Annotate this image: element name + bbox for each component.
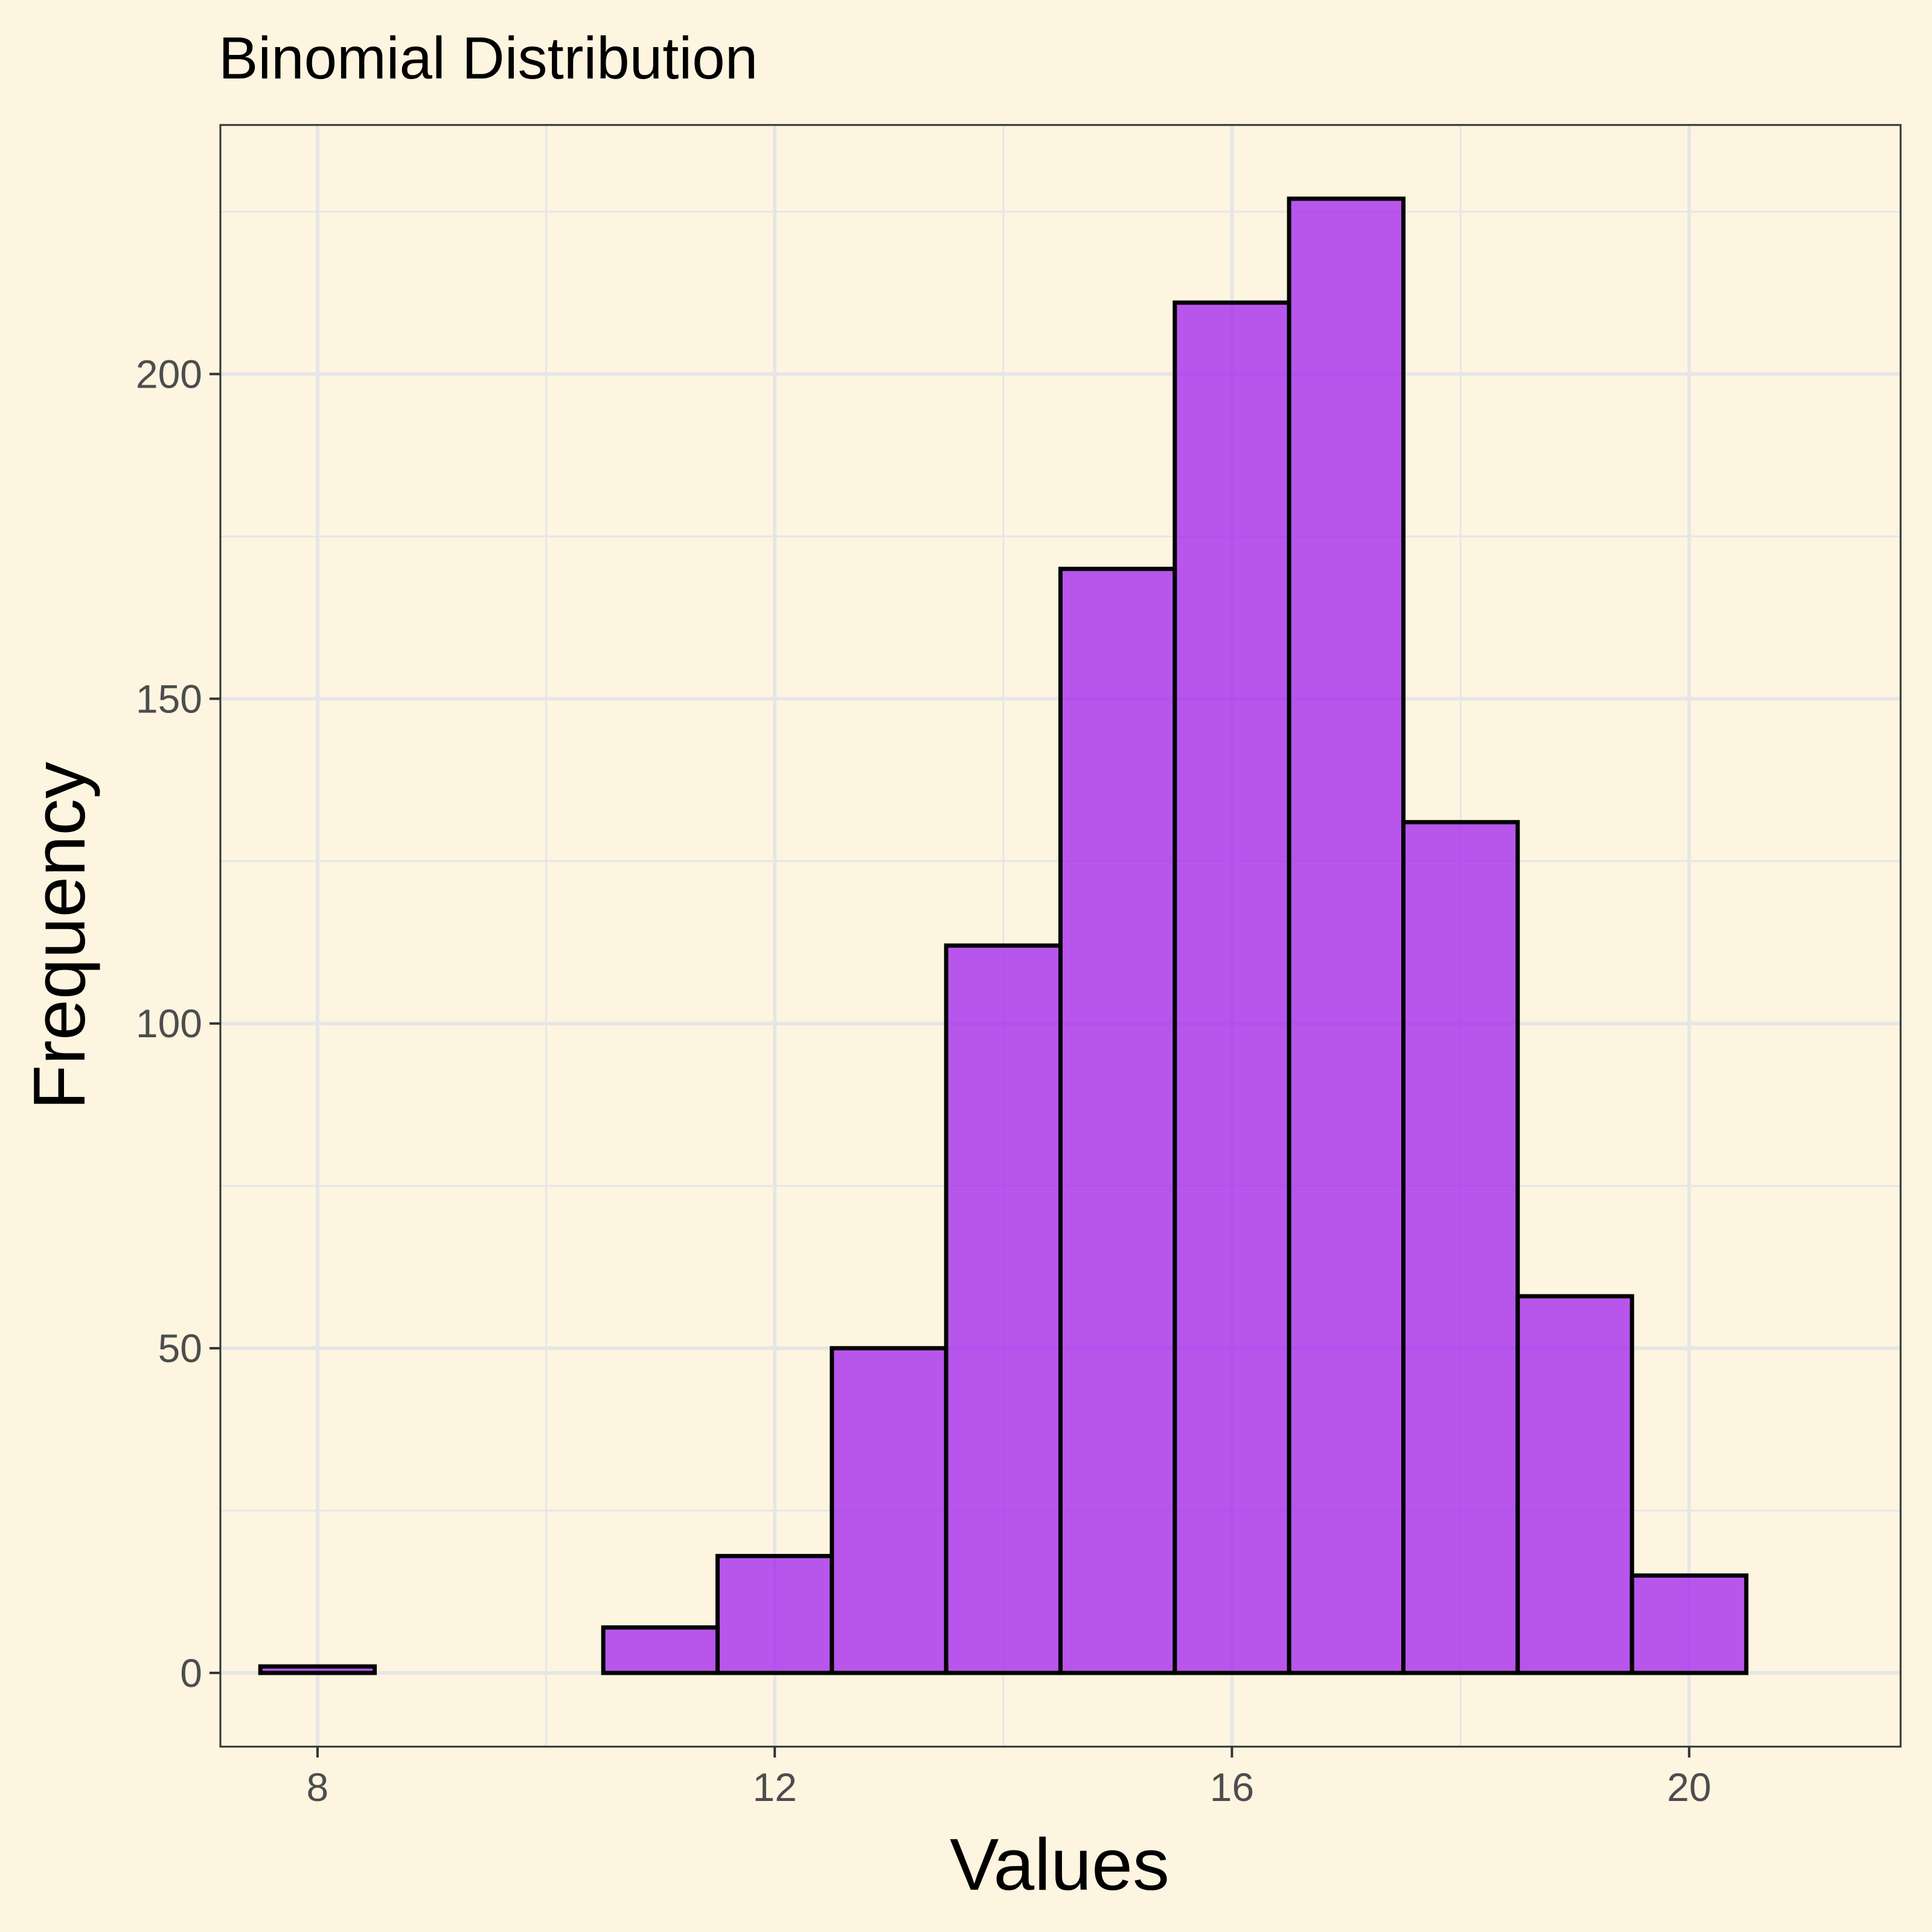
y-axis-title: Frequency [18,762,100,1110]
x-axis-title: Values [950,1823,1169,1905]
plot-panel-border [219,124,1902,1748]
chart-title: Binomial Distribution [219,25,758,91]
histogram-bar [715,1553,834,1675]
histogram-bar [1401,820,1520,1675]
histogram-bar [1630,1573,1748,1675]
x-tick-label: 12 [752,1765,796,1809]
y-tick-label: 0 [180,1651,202,1695]
x-tick-label: 20 [1667,1765,1711,1809]
x-tick-label: 16 [1210,1765,1254,1809]
y-tick-label: 150 [136,676,202,721]
histogram-bar [1058,566,1177,1675]
y-tick-label: 200 [136,352,202,397]
x-tick-label: 8 [307,1765,329,1809]
histogram-bar [258,1664,377,1675]
histogram-bar [944,943,1063,1675]
y-tick-label: 100 [136,1001,202,1046]
histogram-bar [1287,196,1406,1675]
x-axis-ticks: 8 12 16 20 [307,1747,1711,1809]
histogram-bar [830,1346,948,1675]
histogram-bar [1172,300,1291,1675]
histogram-bars [258,196,1748,1675]
y-axis-ticks: 0 50 100 150 200 [136,352,220,1695]
histogram-bar [601,1625,720,1675]
y-tick-label: 50 [158,1326,202,1371]
histogram-bar [1515,1294,1634,1675]
